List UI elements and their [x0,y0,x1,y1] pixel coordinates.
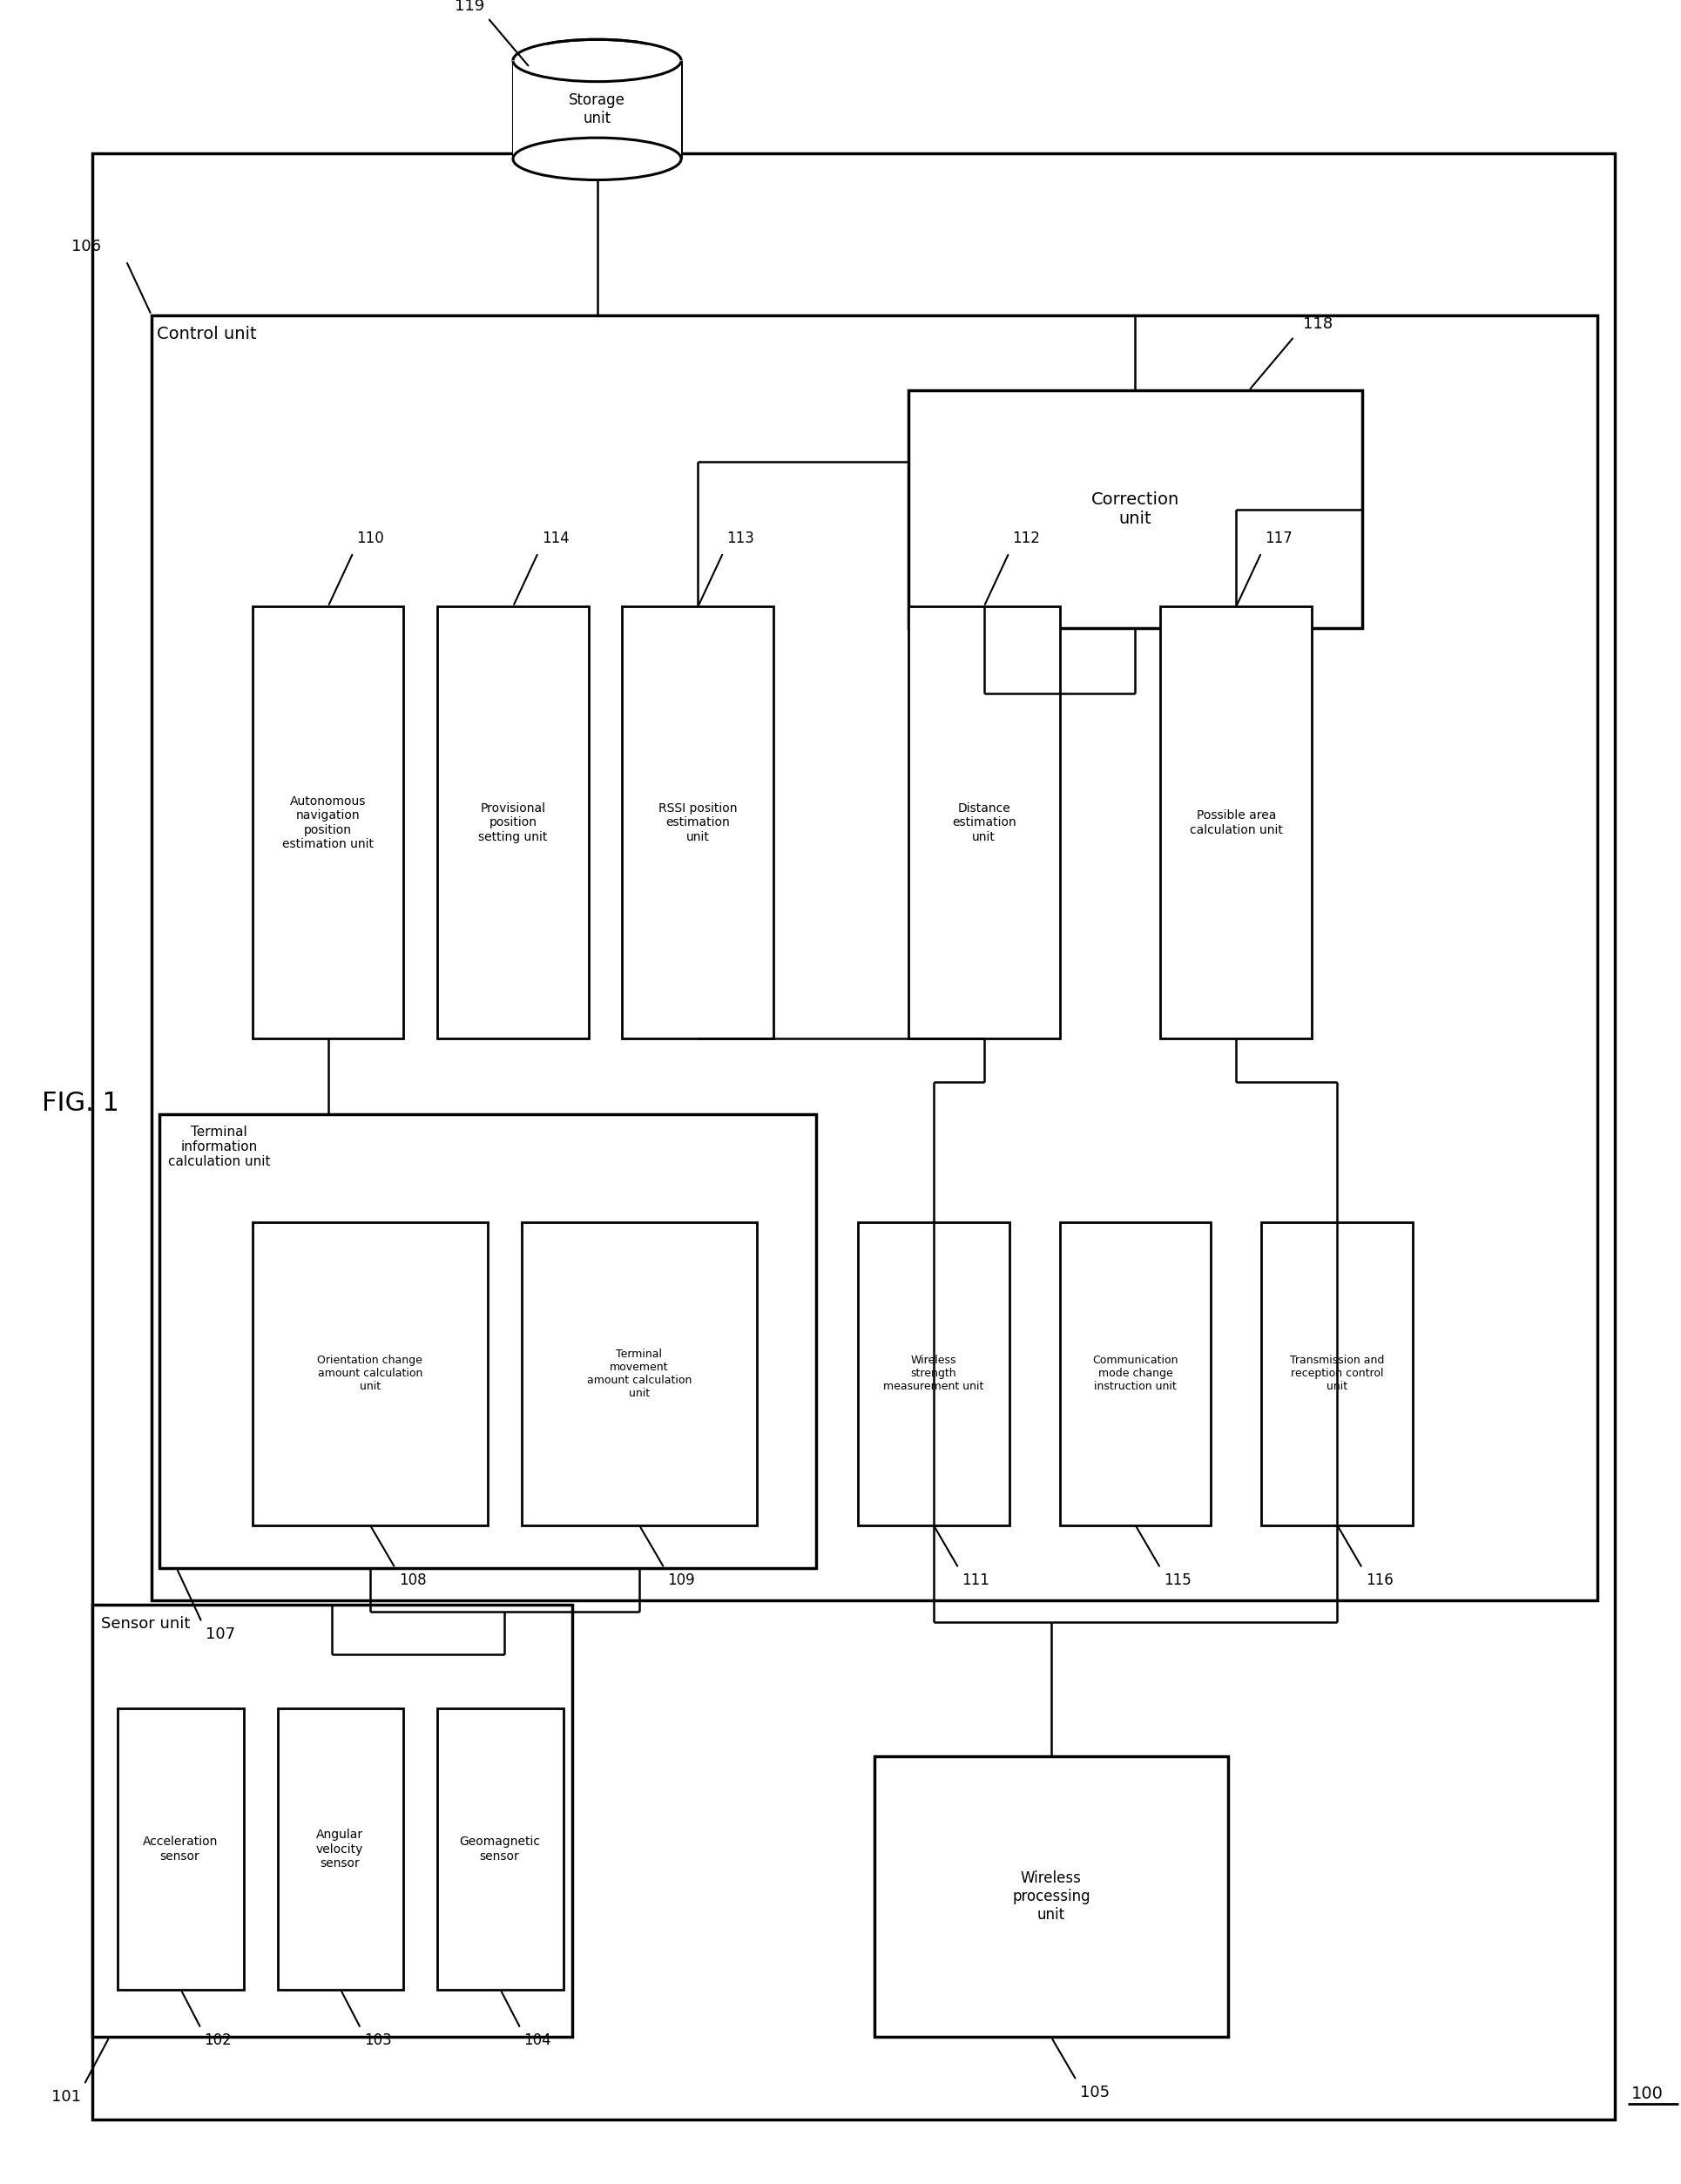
Ellipse shape [513,39,681,81]
Text: Storage
unit: Storage unit [568,92,625,127]
Text: 100: 100 [1631,2086,1663,2101]
Text: Terminal
movement
amount calculation
unit: Terminal movement amount calculation uni… [587,1348,691,1400]
Text: 107: 107 [205,1627,235,1642]
Bar [252,607,403,1040]
Text: Autonomous
navigation
position
estimation unit: Autonomous navigation position estimatio… [282,795,373,850]
Bar [908,607,1059,1040]
Wedge shape [511,0,682,61]
Bar [857,1223,1009,1524]
Bar [1160,607,1311,1040]
Text: 119: 119 [454,0,484,13]
Text: 102: 102 [205,2033,232,2049]
Text: 104: 104 [524,2033,551,2049]
Text: 110: 110 [356,531,383,546]
Bar [1059,1223,1210,1524]
Bar [622,607,773,1040]
Text: 108: 108 [398,1572,425,1588]
Bar [521,1223,756,1524]
Text: Distance
estimation
unit: Distance estimation unit [951,802,1015,843]
Text: Acceleration
sensor: Acceleration sensor [143,1837,217,1863]
Text: Angular
velocity
sensor: Angular velocity sensor [316,1828,363,1870]
Text: Sensor unit: Sensor unit [101,1616,190,1631]
Text: Communication
mode change
instruction unit: Communication mode change instruction un… [1091,1354,1178,1393]
Text: Control unit: Control unit [156,325,256,343]
Text: Wireless
strength
measurement unit: Wireless strength measurement unit [883,1354,983,1393]
Bar [151,314,1597,1601]
Text: Correction
unit: Correction unit [1091,491,1178,526]
Text: 111: 111 [962,1572,990,1588]
Bar [513,61,681,159]
Text: 117: 117 [1264,531,1291,546]
Text: Terminal
information
calculation unit: Terminal information calculation unit [168,1125,271,1168]
Text: RSSI position
estimation
unit: RSSI position estimation unit [659,802,736,843]
Text: 103: 103 [365,2033,392,2049]
Text: 109: 109 [667,1572,694,1588]
Text: 101: 101 [50,2088,81,2105]
Bar [92,1605,572,2038]
Bar [277,1708,403,1990]
Bar [118,1708,244,1990]
Bar [437,1708,563,1990]
Text: Provisional
position
setting unit: Provisional position setting unit [477,802,548,843]
Text: 118: 118 [1303,317,1333,332]
Text: Transmission and
reception control
unit: Transmission and reception control unit [1289,1354,1383,1393]
Text: 115: 115 [1163,1572,1190,1588]
Ellipse shape [513,138,681,179]
Text: 113: 113 [726,531,755,546]
Text: 112: 112 [1012,531,1041,546]
Text: 114: 114 [541,531,568,546]
Text: Orientation change
amount calculation
unit: Orientation change amount calculation un… [318,1354,422,1393]
Bar [252,1223,487,1524]
Bar [1261,1223,1412,1524]
Text: Geomagnetic
sensor: Geomagnetic sensor [459,1837,540,1863]
Bar [908,391,1362,629]
Text: FIG. 1: FIG. 1 [42,1092,119,1116]
Bar [874,1756,1227,2038]
Bar [437,607,588,1040]
Text: Wireless
processing
unit: Wireless processing unit [1012,1872,1089,1922]
Text: 116: 116 [1365,1572,1392,1588]
Text: 106: 106 [71,238,101,256]
Bar [160,1114,815,1568]
Text: 105: 105 [1079,2084,1109,2101]
Text: Possible area
calculation unit: Possible area calculation unit [1188,810,1283,836]
